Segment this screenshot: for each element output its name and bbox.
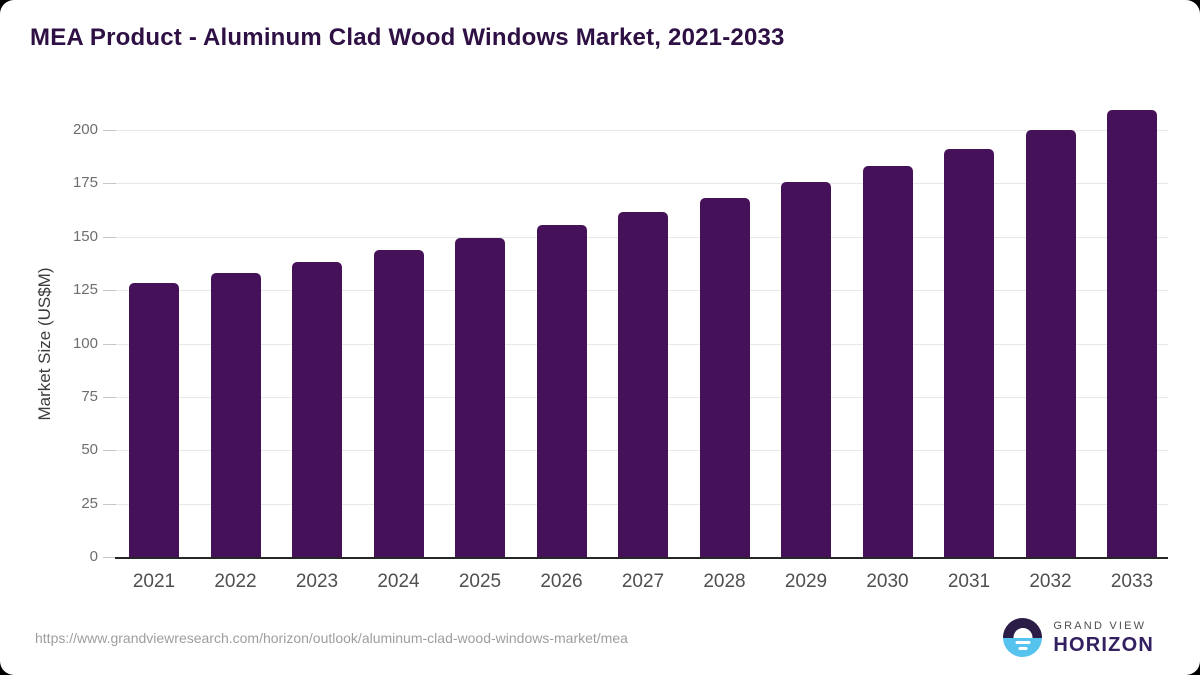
y-tick-mark [103, 236, 116, 238]
bar-2024[interactable] [373, 249, 424, 557]
y-tick-label: 25 [81, 494, 98, 512]
x-tick-label-2026: 2026 [540, 571, 583, 592]
x-tick-label-2032: 2032 [1029, 571, 1072, 592]
y-tick-label: 0 [89, 548, 98, 565]
logo-text: GRAND VIEW HORIZON [1053, 619, 1154, 656]
horizon-sun-icon [1003, 618, 1043, 657]
y-tick-mark [103, 183, 116, 185]
y-tick-label: 200 [72, 121, 98, 138]
bar-2025[interactable] [455, 238, 505, 557]
y-tick-mark [103, 290, 116, 292]
x-tick-label-2027: 2027 [621, 571, 665, 592]
bar-2033[interactable] [1107, 109, 1157, 557]
x-tick-label-2029: 2029 [784, 571, 828, 592]
y-tick-mark [103, 343, 116, 345]
y-tick-label: 150 [72, 227, 98, 245]
y-tick-mark [103, 557, 116, 558]
source-url: https://www.grandviewresearch.com/horizo… [35, 630, 628, 646]
y-tick-label: 100 [72, 334, 98, 352]
x-tick-label-2023: 2023 [295, 571, 339, 592]
y-tick-label: 125 [72, 281, 98, 299]
x-tick-label-2024: 2024 [377, 571, 420, 592]
bar-2028[interactable] [699, 198, 750, 557]
grand-view-horizon-logo: GRAND VIEW HORIZON [1003, 618, 1154, 657]
x-tick-label-2022: 2022 [214, 571, 257, 592]
y-tick-mark [103, 130, 116, 131]
y-tick-mark [103, 396, 116, 398]
bar-chart-plot-area: 0 25 50 75 100 125 150 175 200 2021 2022 2023 2024 20… [0, 105, 1200, 605]
x-axis-line [115, 557, 1168, 559]
x-tick-label-2033: 2033 [1110, 571, 1154, 592]
bar-2032[interactable] [1025, 130, 1076, 557]
bar-2023[interactable] [292, 261, 342, 557]
bar-2026[interactable] [536, 225, 587, 557]
bar-2030[interactable] [862, 166, 913, 557]
x-tick-label-2025: 2025 [458, 571, 502, 592]
bar-2022[interactable] [210, 272, 261, 557]
bar-2027[interactable] [618, 212, 668, 557]
y-tick-label: 75 [81, 387, 98, 405]
x-tick-label-2021: 2021 [132, 571, 176, 592]
logo-text-horizon: HORIZON [1053, 633, 1154, 656]
x-tick-label-2031: 2031 [947, 571, 991, 592]
chart-title: MEA Product - Aluminum Clad Wood Windows… [30, 24, 785, 51]
y-tick-mark [103, 450, 116, 452]
gridline [115, 130, 1168, 131]
bar-2029[interactable] [781, 181, 831, 557]
x-tick-label-2030: 2030 [866, 571, 909, 592]
logo-text-grand-view: GRAND VIEW [1053, 619, 1147, 632]
y-tick-mark [103, 503, 116, 505]
y-tick-label: 50 [81, 441, 98, 459]
bar-2031[interactable] [944, 148, 994, 557]
y-tick-label: 175 [72, 174, 98, 192]
bar-2021[interactable] [129, 283, 179, 557]
gridline [115, 183, 1168, 185]
x-tick-label-2028: 2028 [703, 571, 746, 592]
